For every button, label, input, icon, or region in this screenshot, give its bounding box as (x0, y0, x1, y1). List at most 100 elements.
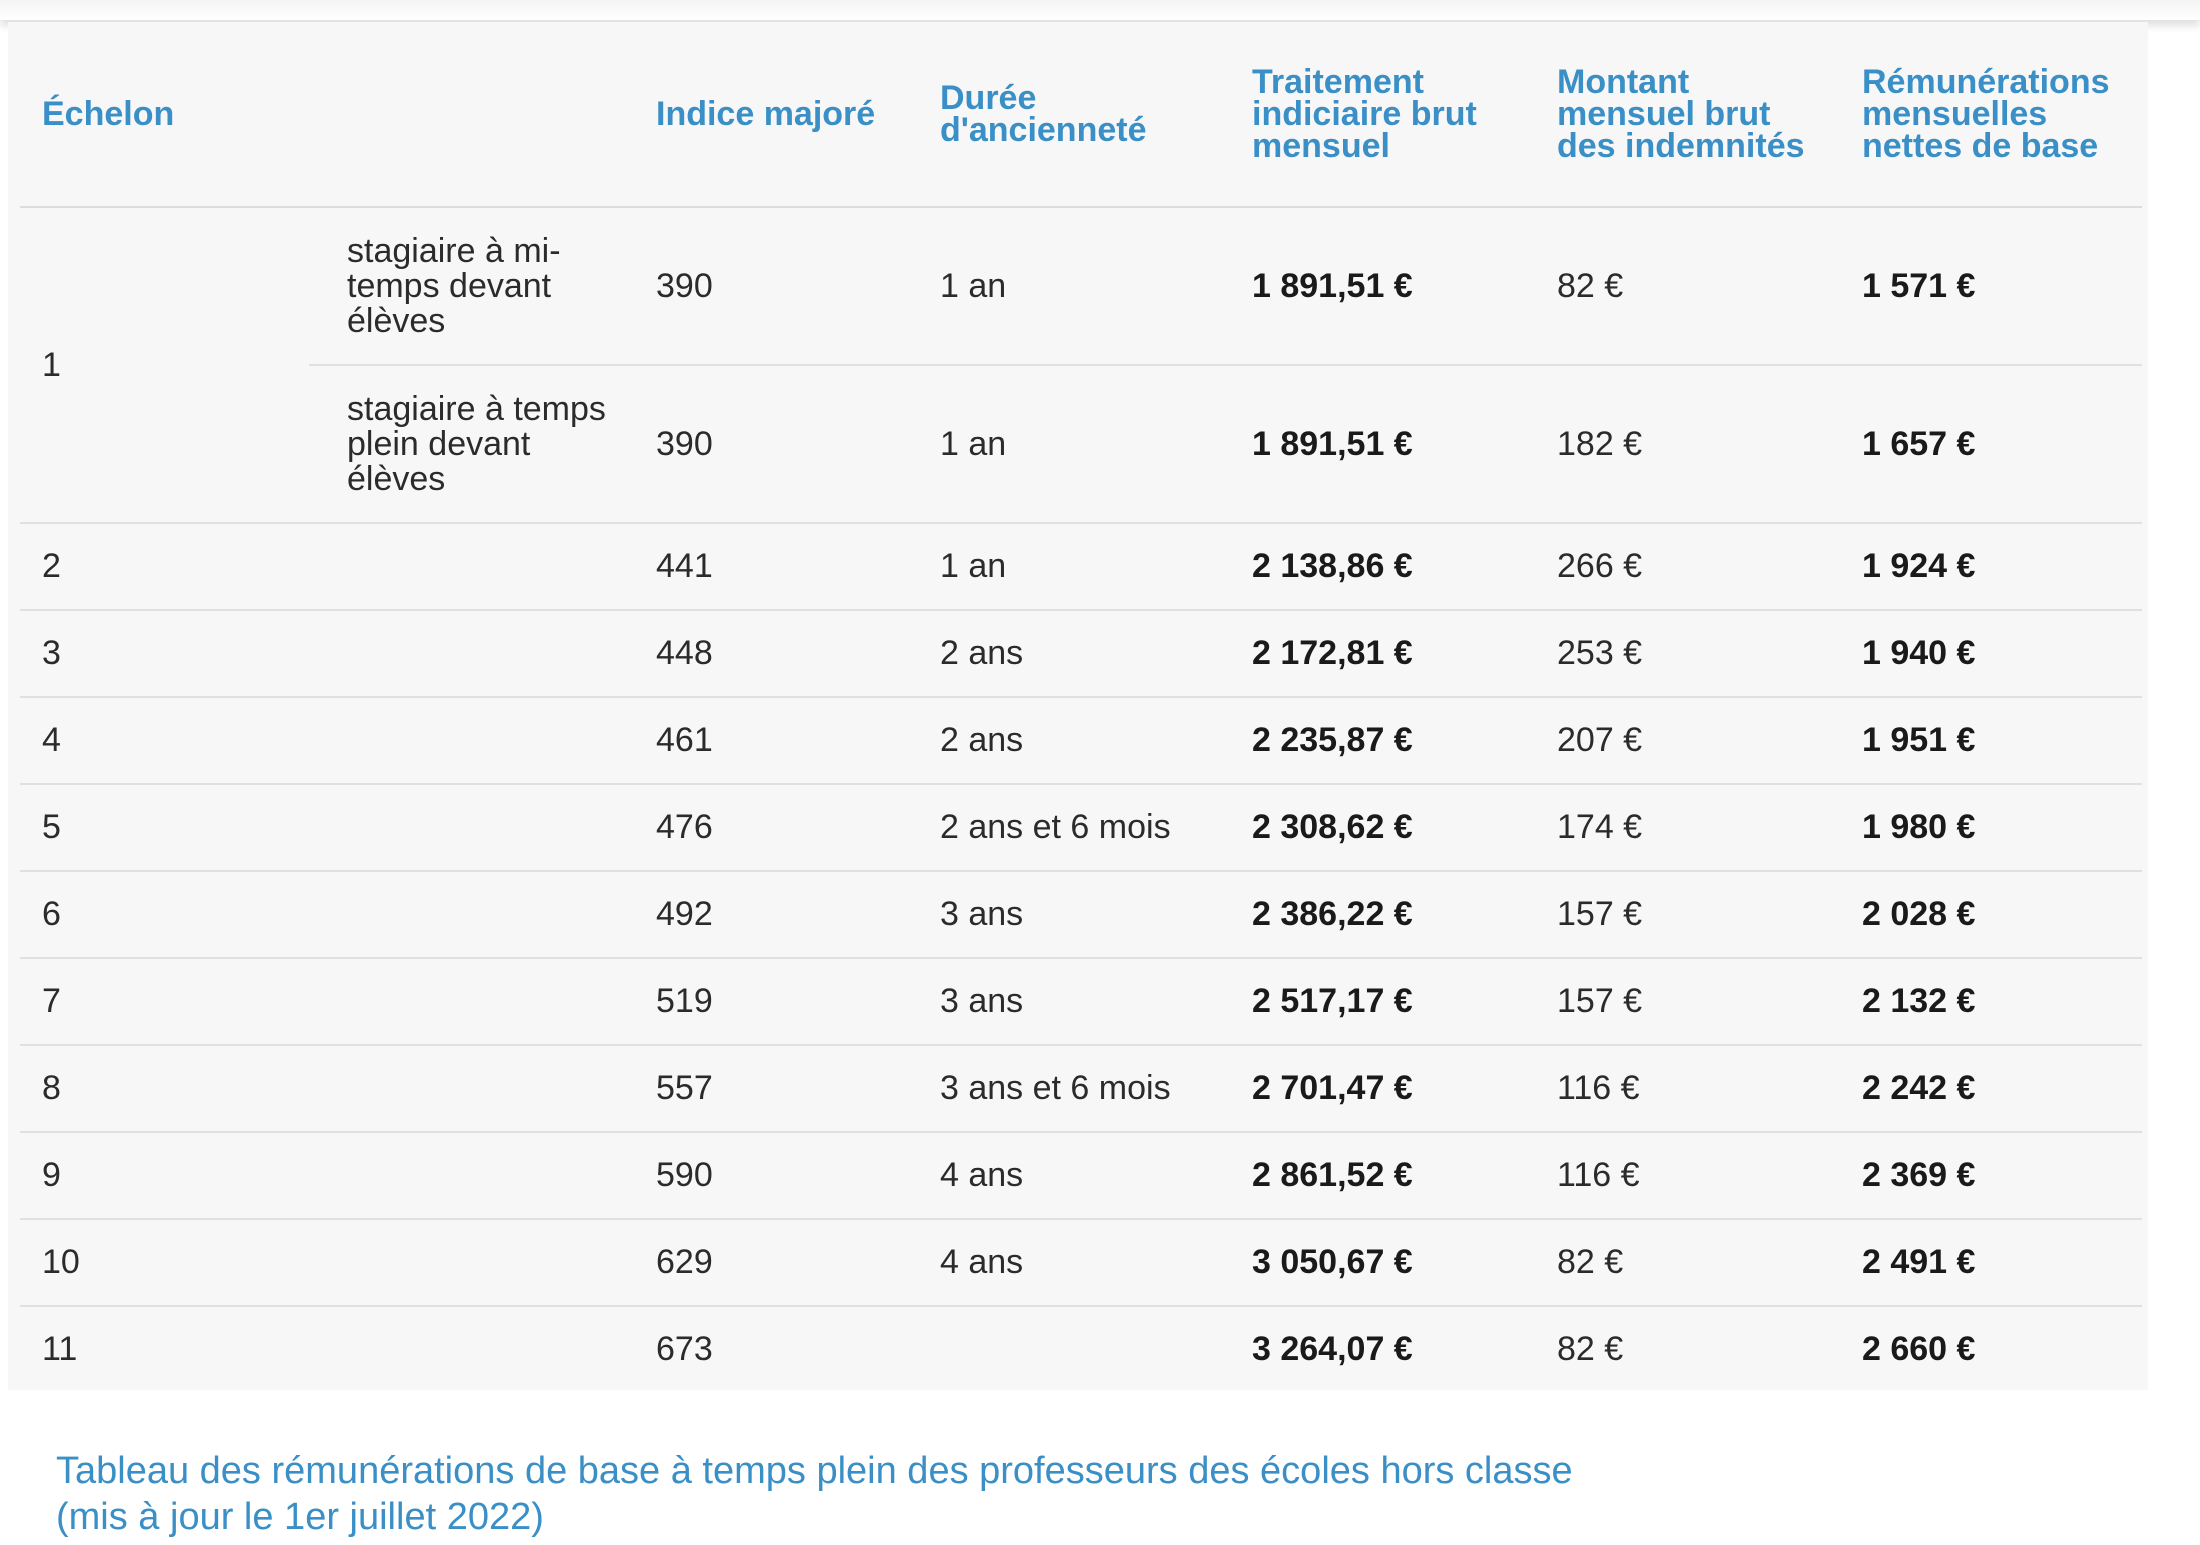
cell-duree: 4 ans (918, 1132, 1230, 1220)
table-caption: Tableau des rémunérations de base à temp… (56, 1448, 1756, 1540)
cell-duree: 1 an (918, 365, 1230, 524)
cell-traitement: 2 701,47 € (1230, 1045, 1535, 1133)
cell-duree: 1 an (918, 207, 1230, 366)
table-header-row: Échelon Indice majoré Durée d'ancienneté… (20, 22, 2142, 208)
cell-traitement: 2 386,22 € (1230, 871, 1535, 959)
cell-indice: 492 (634, 871, 918, 959)
cell-remuneration: 1 571 € (1840, 207, 2142, 366)
cell-indice: 590 (634, 1132, 918, 1220)
cell-remuneration: 2 491 € (1840, 1219, 2142, 1307)
cell-indice: 390 (634, 207, 918, 366)
cell-indice: 476 (634, 784, 918, 872)
cell-indice: 673 (656, 1330, 713, 1368)
cell-montant: 174 € (1535, 784, 1840, 872)
cell-montant: 157 € (1535, 958, 1840, 1046)
cell-echelon: 2 (20, 523, 309, 611)
table-row: 11 673 3 264,07 € 82 € 2 660 € (20, 1306, 2142, 1392)
cell-remuneration: 2 660 € (1862, 1330, 1976, 1368)
cell-indice: 557 (634, 1045, 918, 1133)
cell-echelon: 10 (20, 1219, 309, 1307)
cell-indice: 441 (634, 523, 918, 611)
cell-indice: 519 (634, 958, 918, 1046)
cell-duree (918, 1306, 1230, 1392)
cell-traitement: 2 517,17 € (1230, 958, 1535, 1046)
cell-sub (309, 958, 634, 1046)
cell-echelon: 8 (20, 1045, 309, 1133)
cell-remuneration: 2 132 € (1840, 958, 2142, 1046)
cell-montant: 116 € (1535, 1045, 1840, 1133)
cell-remuneration: 2 242 € (1840, 1045, 2142, 1133)
header-traitement: Traitement indiciaire brut mensuel (1230, 22, 1535, 208)
header-echelon: Échelon (20, 22, 309, 208)
cell-echelon: 3 (20, 610, 309, 698)
cell-remuneration: 1 924 € (1840, 523, 2142, 611)
cell-echelon: 5 (20, 784, 309, 872)
cell-remuneration: 1 657 € (1840, 365, 2142, 524)
cell-traitement: 2 138,86 € (1230, 523, 1535, 611)
cell-traitement: 2 172,81 € (1230, 610, 1535, 698)
cell-echelon: 7 (20, 958, 309, 1046)
cell-duree: 3 ans et 6 mois (918, 1045, 1230, 1133)
header-sub (309, 22, 634, 208)
table-row: 10 629 4 ans 3 050,67 € 82 € 2 491 € (20, 1219, 2142, 1307)
caption-line-2: (mis à jour le 1er juillet 2022) (56, 1496, 544, 1538)
cell-traitement: 1 891,51 € (1230, 365, 1535, 524)
table-row: 6 492 3 ans 2 386,22 € 157 € 2 028 € (20, 871, 2142, 959)
salary-table: Échelon Indice majoré Durée d'ancienneté… (20, 22, 2142, 1392)
header-indice: Indice majoré (634, 22, 918, 208)
table-row: 4 461 2 ans 2 235,87 € 207 € 1 951 € (20, 697, 2142, 785)
cell-sub (309, 610, 634, 698)
cell-traitement: 2 861,52 € (1230, 1132, 1535, 1220)
cell-remuneration: 1 940 € (1840, 610, 2142, 698)
cell-sub (309, 1132, 634, 1220)
cell-echelon: 4 (20, 697, 309, 785)
cell-sub (309, 697, 634, 785)
cell-duree: 1 an (918, 523, 1230, 611)
cell-montant: 253 € (1535, 610, 1840, 698)
cell-montant: 157 € (1535, 871, 1840, 959)
cell-traitement: 2 308,62 € (1230, 784, 1535, 872)
cell-sub: stagiaire à mi-temps devant élèves (309, 207, 634, 366)
header-duree: Durée d'ancienneté (918, 22, 1230, 208)
cell-sub (309, 523, 634, 611)
cell-montant: 266 € (1535, 523, 1840, 611)
table-row: 8 557 3 ans et 6 mois 2 701,47 € 116 € 2… (20, 1045, 2142, 1133)
cell-sub (309, 1045, 634, 1133)
cell-indice: 448 (634, 610, 918, 698)
cell-sub (309, 784, 634, 872)
cell-traitement: 2 235,87 € (1230, 697, 1535, 785)
caption-line-1: Tableau des rémunérations de base à temp… (56, 1450, 1573, 1492)
top-bar (0, 0, 2200, 20)
cell-indice: 390 (634, 365, 918, 524)
cell-echelon: 9 (20, 1132, 309, 1220)
table-row: stagiaire à temps plein devant élèves 39… (20, 365, 2142, 524)
cell-echelon: 11 (42, 1330, 78, 1368)
cell-remuneration: 1 980 € (1840, 784, 2142, 872)
table-row: 1 stagiaire à mi-temps devant élèves 390… (20, 207, 2142, 524)
cell-montant: 82 € (1535, 1219, 1840, 1307)
cell-remuneration: 2 369 € (1840, 1132, 2142, 1220)
table-row: 7 519 3 ans 2 517,17 € 157 € 2 132 € (20, 958, 2142, 1046)
cell-duree: 2 ans et 6 mois (918, 784, 1230, 872)
cell-indice: 461 (634, 697, 918, 785)
cell-montant: 207 € (1535, 697, 1840, 785)
cell-duree: 2 ans (918, 610, 1230, 698)
cell-remuneration: 1 951 € (1840, 697, 2142, 785)
cell-indice: 629 (634, 1219, 918, 1307)
cell-echelon: 6 (20, 871, 309, 959)
cell-traitement: 3 050,67 € (1230, 1219, 1535, 1307)
cell-montant: 82 € (1557, 1330, 1624, 1368)
cell-sub (309, 1306, 634, 1392)
cell-remuneration: 2 028 € (1840, 871, 2142, 959)
cell-sub: stagiaire à temps plein devant élèves (309, 365, 634, 524)
cell-sub (309, 1219, 634, 1307)
header-montant: Montant mensuel brut des indemnités (1535, 22, 1840, 208)
cell-sub (309, 871, 634, 959)
table-row: 9 590 4 ans 2 861,52 € 116 € 2 369 € (20, 1132, 2142, 1220)
cell-montant: 116 € (1535, 1132, 1840, 1220)
table-row: 3 448 2 ans 2 172,81 € 253 € 1 940 € (20, 610, 2142, 698)
salary-table-panel: Échelon Indice majoré Durée d'ancienneté… (8, 22, 2148, 1390)
cell-traitement: 1 891,51 € (1230, 207, 1535, 366)
table-row: 5 476 2 ans et 6 mois 2 308,62 € 174 € 1… (20, 784, 2142, 872)
cell-traitement: 3 264,07 € (1252, 1330, 1413, 1368)
